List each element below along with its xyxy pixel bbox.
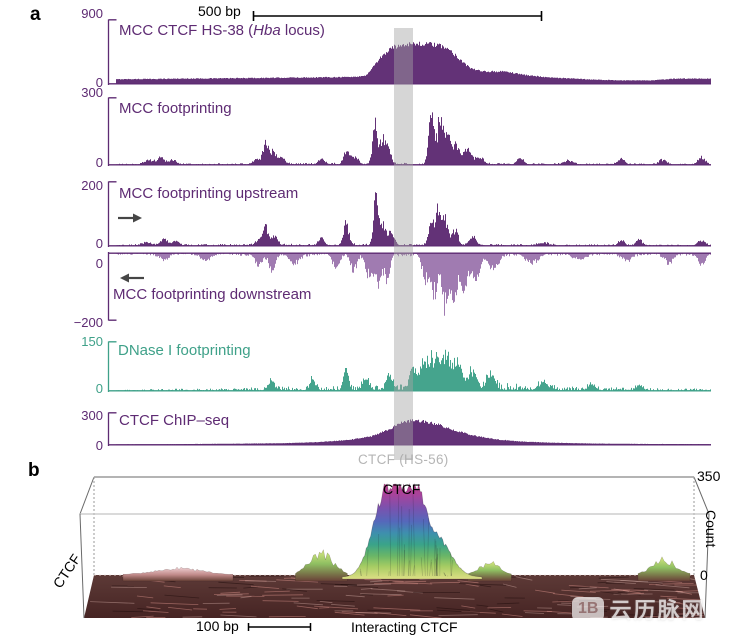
ytick-top: 900 xyxy=(81,6,103,21)
ytick-top: 300 xyxy=(81,85,103,100)
surface-plot xyxy=(79,476,710,631)
track-plot xyxy=(107,412,711,446)
track-plot xyxy=(107,97,711,166)
ytick-bottom: 0 xyxy=(95,381,103,396)
track-plot xyxy=(107,341,711,392)
peak-label: CTCF xyxy=(383,481,421,497)
scale-bar-500bp-label: 500 bp xyxy=(198,3,241,19)
ytick-bottom: 0 xyxy=(95,236,103,251)
count-axis-label: Count xyxy=(703,510,719,548)
track-label: MCC CTCF HS-38 (Hba locus) xyxy=(119,22,325,39)
count-max-label: 350 xyxy=(697,468,721,484)
ytick-top: 150 xyxy=(81,334,103,349)
track-label: DNase I footprinting xyxy=(118,342,251,359)
track-plot xyxy=(107,252,711,321)
panel-a-label: a xyxy=(30,4,41,25)
x-axis-label: Interacting CTCF xyxy=(351,619,458,635)
count-min-label: 0 xyxy=(700,567,708,583)
highlight-label: CTCF (HS-56) xyxy=(358,452,449,467)
track-label: MCC footprinting xyxy=(119,100,232,117)
watermark-logo-icon: 1B xyxy=(572,597,605,621)
track-label: CTCF ChIP–seq xyxy=(119,412,230,429)
ytick-bottom: 0 xyxy=(95,75,103,90)
track-plot xyxy=(107,19,711,85)
ytick-bottom: 0 xyxy=(95,438,103,453)
scale-bar-500bp xyxy=(252,11,543,21)
track-label-prefix: MCC CTCF HS-38 ( xyxy=(119,22,254,39)
highlight-band xyxy=(394,28,413,460)
track-plot xyxy=(107,181,711,247)
ytick-bottom: 0 xyxy=(95,155,103,170)
ytick-top: 300 xyxy=(81,408,103,423)
ytick-top: 0 xyxy=(95,256,103,271)
track-label-suffix: locus) xyxy=(280,22,325,39)
watermark-text: 云历脉网 xyxy=(609,598,706,623)
track-label: MCC footprinting downstream xyxy=(113,286,312,303)
track-label: MCC footprinting upstream xyxy=(119,185,299,202)
scale-bar-100bp-label: 100 bp xyxy=(196,618,239,634)
strand-arrow-left-icon xyxy=(120,273,144,283)
ytick-bottom: −200 xyxy=(73,315,103,330)
strand-arrow-right-icon xyxy=(118,213,142,223)
panel-b-label: b xyxy=(28,460,40,481)
watermark: 1B 云历脉网 xyxy=(572,593,705,625)
track-label-gene: Hba xyxy=(253,22,281,39)
ytick-top: 200 xyxy=(81,178,103,193)
